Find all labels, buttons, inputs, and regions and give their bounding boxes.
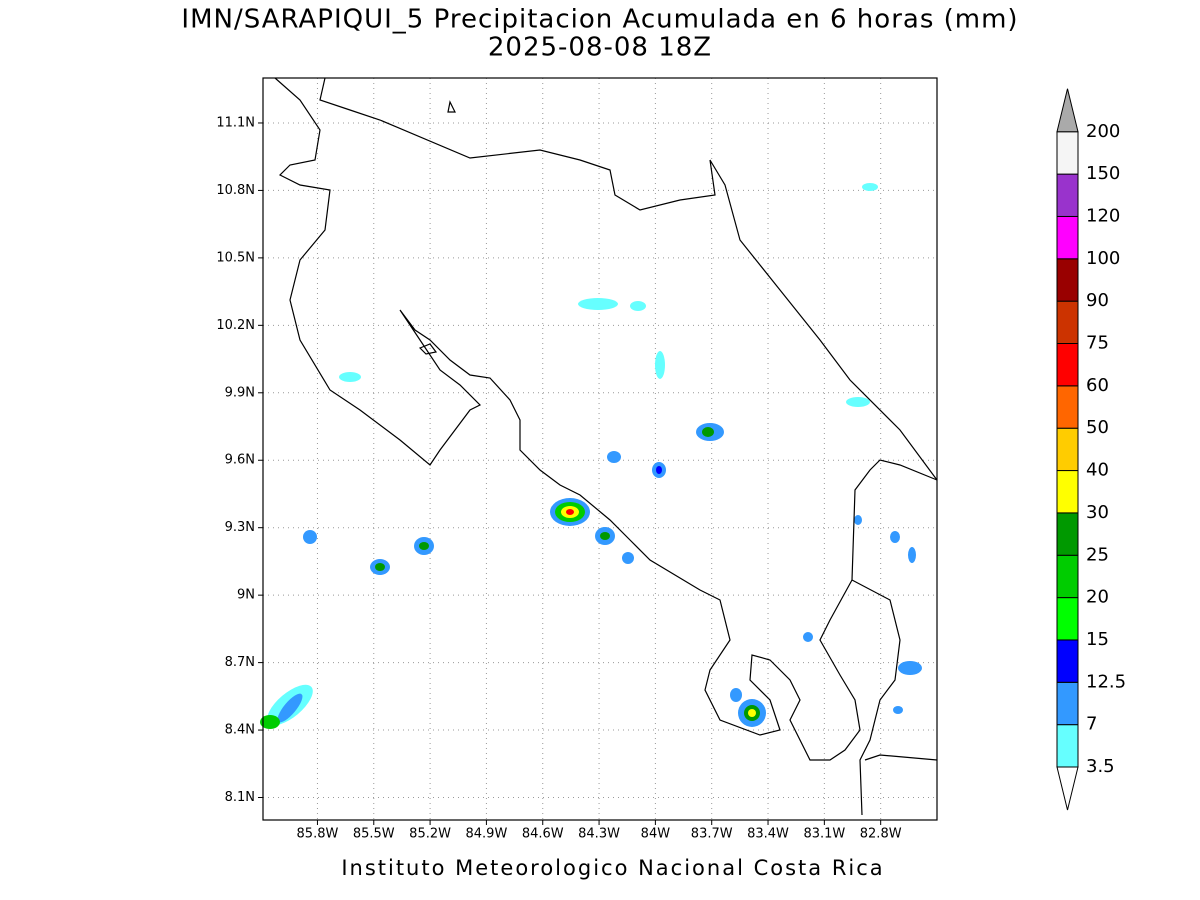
colorbar-box <box>1056 470 1079 514</box>
x-tick-label: 84.6W <box>522 827 564 842</box>
rain-area <box>375 563 385 571</box>
x-tick-label: 83.4W <box>747 827 789 842</box>
rain-area <box>303 530 317 544</box>
rain-area <box>630 301 646 311</box>
colorbar-label: 50 <box>1086 417 1109 438</box>
rain-area <box>655 351 665 379</box>
x-tick-label: 84.9W <box>466 827 508 842</box>
rain-area <box>862 183 878 191</box>
colorbar-box <box>1056 173 1079 217</box>
colorbar-box <box>1056 215 1079 260</box>
colorbar-label: 75 <box>1086 333 1109 354</box>
rain-area <box>339 372 361 382</box>
rain-area <box>607 451 621 463</box>
x-tick-label: 84W <box>641 827 671 842</box>
y-tick-label: 9.9N <box>225 385 255 400</box>
colorbar-label: 60 <box>1086 375 1109 396</box>
colorbar-label: 100 <box>1086 248 1120 269</box>
colorbar-label: 12.5 <box>1086 671 1126 692</box>
colorbar-label: 15 <box>1086 629 1109 650</box>
y-tick-label: 8.4N <box>225 723 255 738</box>
rain-area <box>854 515 862 525</box>
rain-area <box>566 509 574 515</box>
rain-area <box>600 532 610 540</box>
rain-area <box>277 693 303 723</box>
colorbar-box <box>1056 258 1079 302</box>
colorbar-box <box>1056 681 1079 726</box>
rain-area <box>803 632 813 642</box>
colorbar-label: 120 <box>1086 205 1120 226</box>
y-tick-label: 9.6N <box>225 453 255 468</box>
colorbar-box <box>1056 512 1079 556</box>
colorbar-triangle <box>1056 766 1079 811</box>
map-frame <box>262 77 938 821</box>
x-tick-label: 82.8W <box>860 827 902 842</box>
border <box>319 77 938 481</box>
precipitation <box>260 183 922 729</box>
colorbar-label: 40 <box>1086 460 1109 481</box>
grid <box>263 78 937 820</box>
rain-area <box>702 427 714 437</box>
colorbar-box <box>1056 427 1079 472</box>
axis-ticks: 85.8W 85.5W 85.2W 84.9W 84.6W 84.3W 84W 83.7W 83… <box>216 115 901 841</box>
footer: Instituto Meteorologico Nacional Costa R… <box>341 856 884 880</box>
y-tick-label: 10.5N <box>216 250 255 265</box>
colorbar-label: 150 <box>1086 163 1120 184</box>
colorbar-box <box>1056 343 1079 387</box>
rain-area <box>846 397 870 407</box>
colorbar-box <box>1056 131 1079 175</box>
map-title: IMN/SARAPIQUI_5 Precipitacion Acumulada … <box>181 5 1018 35</box>
rain-area <box>260 715 280 729</box>
y-tick-label: 10.8N <box>216 183 255 198</box>
colorbar-label: 25 <box>1086 544 1109 565</box>
colorbar-label: 3.5 <box>1086 756 1115 777</box>
colorbar-box <box>1056 639 1079 683</box>
coastline <box>274 77 938 761</box>
colorbar-label: 30 <box>1086 502 1109 523</box>
y-tick-label: 9N <box>237 588 255 603</box>
border <box>851 579 938 816</box>
rain-area <box>656 466 662 474</box>
y-tick-label: 10.2N <box>216 318 255 333</box>
colorbar-label: 7 <box>1086 714 1097 735</box>
colorbar-box <box>1056 385 1079 429</box>
rain-area <box>893 706 903 714</box>
colorbar-label: 20 <box>1086 587 1109 608</box>
colorbar-label: 90 <box>1086 290 1109 311</box>
x-tick-label: 85.5W <box>353 827 395 842</box>
x-tick-label: 85.2W <box>409 827 451 842</box>
colorbar-label: 200 <box>1086 121 1120 142</box>
rain-area <box>419 542 429 550</box>
colorbar-box <box>1056 597 1079 641</box>
y-tick-label: 8.7N <box>225 655 255 670</box>
y-tick-label: 8.1N <box>225 790 255 805</box>
y-tick-label: 9.3N <box>225 520 255 535</box>
y-tick-label: 11.1N <box>216 115 255 130</box>
colorbar-box <box>1056 724 1079 768</box>
island <box>418 100 456 355</box>
colorbar-triangle <box>1056 88 1079 133</box>
x-tick-label: 83.1W <box>803 827 845 842</box>
rain-area <box>730 688 742 702</box>
rain-area <box>748 709 756 717</box>
colorbar-box <box>1056 554 1079 599</box>
x-tick-label: 84.3W <box>578 827 620 842</box>
rain-area <box>578 298 618 310</box>
rain-area <box>908 547 916 563</box>
colorbar: 3.5 7 12.5 15 20 25 30 40 50 60 75 90 100 120 150 200 <box>1056 88 1126 811</box>
map-subtitle: 2025-08-08 18Z <box>488 33 712 63</box>
x-tick-label: 83.7W <box>691 827 733 842</box>
x-tick-label: 85.8W <box>297 827 339 842</box>
coastlines <box>274 77 938 816</box>
rain-area <box>622 552 634 564</box>
colorbar-box <box>1056 300 1079 344</box>
rain-area <box>898 661 922 675</box>
rain-area <box>890 531 900 543</box>
